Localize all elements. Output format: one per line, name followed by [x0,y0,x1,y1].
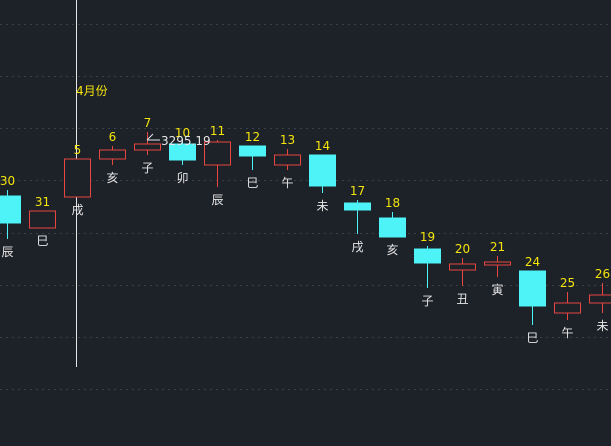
candles [0,132,611,325]
date-label: 21 [490,240,505,254]
candle-body [99,149,126,160]
candle-body [344,202,371,211]
candle [239,145,266,170]
candle-body [309,154,336,187]
branch-label: 巳 [246,176,258,190]
date-label: 11 [210,124,225,138]
grid-lines [0,24,611,390]
candle-body [484,261,511,266]
branch-label: 卯 [176,171,188,185]
price-label: 3295.19 [161,134,211,148]
candle [379,212,406,238]
date-label: 24 [525,255,540,269]
candle [414,246,441,288]
branch-label: 寅 [491,282,503,297]
candle-body [134,143,161,151]
branch-label: 巳 [526,331,538,345]
candle-body [589,294,611,304]
branch-label: 辰 [1,245,13,259]
candle-body [274,154,301,166]
branch-label: 戌 [351,240,363,254]
date-label: 7 [144,116,152,130]
branch-label: 丑 [456,292,468,306]
candle [134,132,161,155]
candle-body [64,158,91,198]
date-label: 6 [109,130,117,144]
branch-label: 子 [141,161,153,175]
branch-label: 辰 [211,193,223,207]
candle-body [169,143,196,161]
date-label: 17 [350,184,365,198]
candle [169,142,196,165]
candle-body [0,195,21,224]
date-label: 18 [385,196,400,210]
candle [274,149,301,170]
candle [99,146,126,165]
candle-labels: 30 辰 31 巳 5 戌 6 亥 7 子 10 卯 11 辰 12 巳 13 午 14 未 17 戌 18 亥 19 子 20 丑 2… [0,116,610,345]
date-label: 13 [280,133,295,147]
candle-body [554,302,581,314]
candle-body [414,248,441,264]
date-label: 26 [595,267,610,281]
date-label: 20 [455,242,470,256]
branch-label: 未 [316,199,328,213]
date-label: 30 [0,174,15,188]
date-label: 25 [560,276,575,290]
date-label: 14 [315,139,330,153]
branch-label: 巳 [36,234,48,248]
candle [64,158,91,198]
candle [589,283,611,313]
candle-body [204,141,231,166]
candle-body [379,217,406,238]
candle-body [29,210,56,229]
branch-label: 未 [596,319,608,333]
candle [484,256,511,277]
candle [29,210,56,229]
candle [344,200,371,234]
candle [449,258,476,286]
branch-label: 亥 [106,171,118,185]
price-pointer-arrow [146,133,160,141]
branch-label: 午 [281,176,293,190]
candle [554,292,581,320]
branch-label: 亥 [386,243,398,257]
branch-label: 戌 [71,203,83,217]
date-label: 10 [175,126,190,140]
candle [519,270,546,325]
date-label: 12 [245,130,260,144]
candle-body [519,270,546,307]
date-label: 5 [74,143,82,157]
month-label: 4月份 [76,84,108,98]
price-annotation: 3295.19 [146,133,211,148]
candle-body [449,263,476,271]
candle [309,154,336,193]
date-label: 31 [35,195,50,209]
candle [204,140,231,187]
branch-label: 子 [421,294,433,308]
branch-label: 午 [561,326,573,340]
date-label: 19 [420,230,435,244]
candle-body [239,145,266,157]
candle [0,190,21,239]
